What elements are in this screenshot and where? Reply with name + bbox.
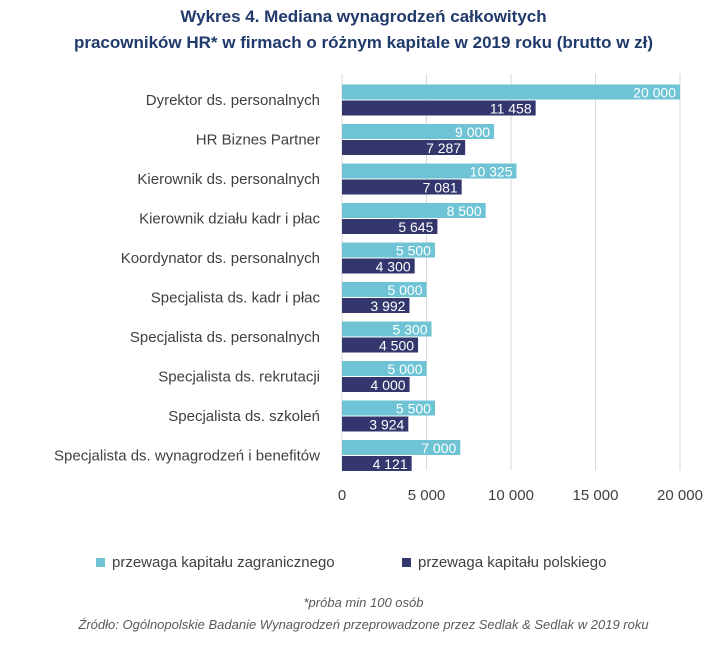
bar-foreign bbox=[342, 84, 680, 100]
data-label: 20 000 bbox=[633, 85, 676, 101]
x-tick-label: 5 000 bbox=[408, 487, 446, 504]
bar-foreign bbox=[342, 282, 427, 297]
bar-foreign bbox=[342, 163, 517, 179]
bar-polish bbox=[342, 298, 410, 313]
bar-polish bbox=[342, 337, 419, 353]
data-label: 7 287 bbox=[426, 140, 461, 156]
bar-polish bbox=[342, 140, 466, 155]
data-label: 11 458 bbox=[490, 101, 532, 117]
x-tick-label: 0 bbox=[338, 487, 346, 504]
bar-foreign bbox=[342, 124, 495, 139]
category-label: Kierownik działu kadr i płac bbox=[139, 211, 320, 228]
category-label: Koordynator ds. personalnych bbox=[121, 250, 320, 267]
data-label: 4 000 bbox=[371, 377, 406, 393]
legend-swatch-polish bbox=[402, 558, 411, 567]
bar-foreign bbox=[342, 203, 486, 218]
data-label: 4 500 bbox=[379, 338, 414, 354]
bar-polish bbox=[342, 100, 536, 116]
bar-foreign bbox=[342, 321, 432, 337]
chart-title-line-1: Wykres 4. Mediana wynagrodzeń całkowityc… bbox=[180, 7, 547, 26]
chart-title: Wykres 4. Mediana wynagrodzeń całkowityc… bbox=[0, 4, 727, 56]
data-label: 8 500 bbox=[447, 203, 482, 219]
category-label: Specjalista ds. rekrutacji bbox=[158, 369, 320, 386]
legend-swatch-foreign bbox=[96, 558, 105, 567]
category-label: Specjalista ds. kadr i płac bbox=[151, 290, 321, 307]
data-label: 7 000 bbox=[421, 440, 456, 456]
x-tick-label: 15 000 bbox=[573, 487, 619, 504]
data-label: 7 081 bbox=[423, 180, 458, 196]
data-label: 5 645 bbox=[398, 219, 433, 235]
category-label: Specjalista ds. wynagrodzeń i benefitów bbox=[54, 448, 320, 465]
data-label: 5 500 bbox=[396, 401, 431, 417]
data-label: 4 121 bbox=[373, 456, 408, 472]
bar-foreign bbox=[342, 400, 435, 416]
data-label: 4 300 bbox=[376, 259, 411, 275]
bar-polish bbox=[342, 377, 410, 392]
category-label: Kierownik ds. personalnych bbox=[137, 171, 320, 188]
data-label: 10 325 bbox=[470, 164, 513, 180]
data-label: 5 000 bbox=[387, 361, 422, 377]
bar-polish bbox=[342, 416, 409, 432]
legend-label-foreign: przewaga kapitału zagranicznego bbox=[112, 554, 335, 571]
category-label: Specjalista ds. szkoleń bbox=[168, 408, 320, 425]
legend-label-polish: przewaga kapitału polskiego bbox=[418, 554, 606, 571]
bar-polish bbox=[342, 258, 415, 274]
data-label: 5 500 bbox=[396, 243, 431, 259]
bar-foreign bbox=[342, 361, 427, 376]
chart-title-line-2: pracowników HR* w firmach o różnym kapit… bbox=[73, 33, 654, 52]
bar-foreign bbox=[342, 440, 461, 455]
source-note: Źródło: Ogólnopolskie Badanie Wynagrodze… bbox=[78, 617, 649, 632]
x-tick-label: 10 000 bbox=[488, 487, 534, 504]
bar-foreign bbox=[342, 242, 435, 258]
bar-polish bbox=[342, 179, 462, 195]
bar-polish bbox=[342, 456, 412, 471]
category-label: HR Biznes Partner bbox=[196, 132, 320, 149]
data-label: 3 924 bbox=[369, 417, 404, 433]
category-label: Dyrektor ds. personalnych bbox=[146, 92, 320, 109]
data-label: 9 000 bbox=[455, 124, 490, 140]
footnote: *próba min 100 osób bbox=[303, 595, 424, 610]
category-label: Specjalista ds. personalnych bbox=[130, 329, 320, 346]
data-label: 5 300 bbox=[393, 322, 428, 338]
data-label: 5 000 bbox=[387, 282, 422, 298]
data-label: 3 992 bbox=[370, 298, 405, 314]
x-tick-label: 20 000 bbox=[657, 487, 703, 504]
bar-polish bbox=[342, 219, 438, 234]
